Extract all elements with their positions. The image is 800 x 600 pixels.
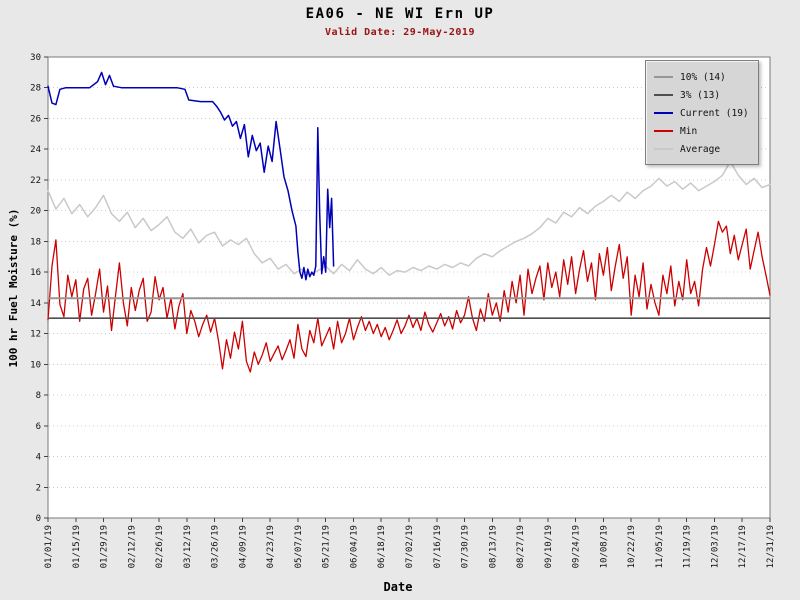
x-tick-label: 11/05/19 xyxy=(655,525,665,568)
y-tick-label: 0 xyxy=(36,514,41,524)
x-tick-label: 08/13/19 xyxy=(488,525,498,568)
x-tick-label: 01/29/19 xyxy=(100,525,110,568)
legend-entry: Average xyxy=(654,140,749,158)
x-tick-label: 12/03/19 xyxy=(710,525,720,568)
x-tick-label: 03/12/19 xyxy=(183,525,193,568)
legend-swatch xyxy=(654,94,673,96)
x-tick-label: 04/09/19 xyxy=(238,525,248,568)
y-tick-label: 10 xyxy=(30,360,41,370)
legend-entry: Min xyxy=(654,122,749,140)
y-tick-label: 2 xyxy=(36,483,41,493)
x-tick-label: 03/26/19 xyxy=(211,525,221,568)
x-tick-label: 10/22/19 xyxy=(627,525,637,568)
x-tick-label: 07/02/19 xyxy=(405,525,415,568)
y-tick-label: 16 xyxy=(30,268,41,278)
y-tick-label: 26 xyxy=(30,114,41,124)
x-tick-label: 06/04/19 xyxy=(349,525,359,568)
x-tick-label: 01/15/19 xyxy=(72,525,82,568)
y-tick-label: 12 xyxy=(30,330,41,340)
x-tick-label: 07/16/19 xyxy=(433,525,443,568)
legend-swatch xyxy=(654,76,673,78)
legend-entry: Current (19) xyxy=(654,104,749,122)
legend-label: Current (19) xyxy=(680,107,749,119)
legend-label: 10% (14) xyxy=(680,71,726,83)
legend-swatch xyxy=(654,112,673,114)
x-tick-label: 09/10/19 xyxy=(544,525,554,568)
x-tick-label: 07/30/19 xyxy=(461,525,471,568)
x-tick-label: 10/08/19 xyxy=(599,525,609,568)
y-tick-label: 24 xyxy=(30,145,41,155)
y-tick-label: 18 xyxy=(30,237,41,247)
legend-swatch xyxy=(654,148,673,150)
x-tick-label: 02/26/19 xyxy=(155,525,165,568)
series-line-average xyxy=(47,160,771,276)
x-tick-label: 05/21/19 xyxy=(322,525,332,568)
x-tick-label: 12/17/19 xyxy=(738,525,748,568)
x-tick-label: 05/07/19 xyxy=(294,525,304,568)
legend-entry: 10% (14) xyxy=(654,68,749,86)
chart-title: EA06 - NE WI Ern UP xyxy=(305,6,495,22)
legend-swatch xyxy=(654,130,673,132)
x-tick-label: 11/19/19 xyxy=(683,525,693,568)
legend-entry: 3% (13) xyxy=(654,86,749,104)
legend-label: 3% (13) xyxy=(680,89,721,101)
x-tick-label: 04/23/19 xyxy=(266,525,276,568)
series-line-min xyxy=(47,220,771,373)
x-tick-label: 02/12/19 xyxy=(127,525,137,568)
x-tick-label: 01/01/19 xyxy=(44,525,54,568)
y-tick-label: 6 xyxy=(36,422,41,432)
y-tick-label: 28 xyxy=(30,84,41,94)
chart-legend: 10% (14) 3% (13) Current (19) Min Average xyxy=(645,60,759,165)
x-axis-label: Date xyxy=(383,580,413,594)
y-tick-label: 30 xyxy=(30,53,41,63)
y-axis-label: 100 hr Fuel Moisture (%) xyxy=(7,208,20,368)
y-tick-label: 8 xyxy=(36,391,41,401)
y-tick-label: 4 xyxy=(36,453,41,463)
y-tick-label: 20 xyxy=(30,207,41,217)
series-line-current xyxy=(47,71,335,281)
legend-label: Min xyxy=(680,125,698,137)
x-tick-label: 12/31/19 xyxy=(766,525,776,568)
chart-subtitle: Valid Date: 29-May-2019 xyxy=(325,27,475,38)
y-tick-label: 22 xyxy=(30,176,41,186)
x-tick-label: 09/24/19 xyxy=(572,525,582,568)
x-tick-label: 08/27/19 xyxy=(516,525,526,568)
legend-label: Average xyxy=(680,143,721,155)
y-tick-label: 14 xyxy=(30,299,41,309)
x-tick-label: 06/18/19 xyxy=(377,525,387,568)
